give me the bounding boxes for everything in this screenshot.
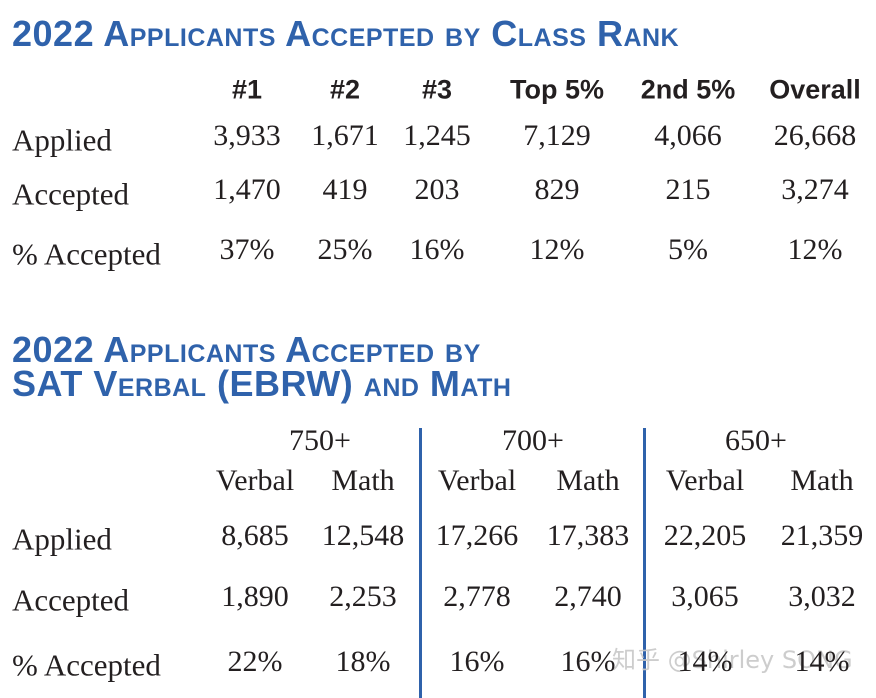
watermark: 知乎 @Shirley SONG [612,646,853,674]
group-header: 650+ [725,424,787,457]
table-title: 2022 Applicants Accepted by [12,329,481,370]
column-header: Math [790,464,854,497]
table-cell: 25% [317,233,373,266]
table-title: 2022 Applicants Accepted by Class Rank [12,13,680,54]
table-cell: 12,548 [321,519,405,552]
table-cell: 419 [322,173,368,206]
column-header: Verbal [665,464,745,497]
table-cell: 1,890 [221,580,289,613]
table-cell: 8,685 [221,519,289,552]
table-cell: 3,065 [671,580,739,613]
table-cell: 1,671 [311,119,379,152]
table-cell: 21,359 [780,519,864,552]
column-header: #1 [231,74,263,105]
table-cell: 215 [665,173,711,206]
column-header: Math [556,464,620,497]
column-header: #2 [329,74,361,105]
table-cell: 17,266 [435,519,519,552]
row-label: % Accepted [12,647,161,683]
column-header: 2nd 5% [640,74,736,105]
table-cell: 16% [409,233,465,266]
table-cell: 37% [219,233,275,266]
table-cell: 22% [227,645,283,678]
table-cell: 5% [668,233,708,266]
row-label: Accepted [12,582,130,618]
column-header: Overall [769,74,861,105]
table-cell: 2,253 [329,580,397,613]
table-cell: 203 [414,173,460,206]
table-cell: 1,245 [403,119,471,152]
table-cell: 829 [534,173,580,206]
table-cell: 2,740 [554,580,622,613]
table-cell: 3,274 [781,173,849,206]
table-cell: 3,933 [213,119,281,152]
group-header: 700+ [502,424,564,457]
column-header: Top 5% [510,74,604,105]
column-divider [643,428,646,698]
table-cell: 14% [677,645,733,678]
row-label: Applied [12,521,112,557]
table-cell: 7,129 [523,119,591,152]
row-label: Accepted [12,176,130,212]
row-label: % Accepted [12,236,161,272]
table-cell: 12% [529,233,585,266]
table-cell: 12% [787,233,843,266]
table-cell: 17,383 [546,519,630,552]
group-header: 750+ [289,424,351,457]
table-cell: 22,205 [663,519,747,552]
table-title: SAT Verbal (EBRW) and Math [12,363,512,404]
column-header: Math [331,464,395,497]
table-cell: 2,778 [443,580,511,613]
table-cell: 3,032 [788,580,856,613]
column-header: Verbal [437,464,517,497]
table-cell: 16% [560,645,616,678]
table-cell: 14% [794,645,850,678]
column-header: Verbal [215,464,295,497]
table-cell: 4,066 [654,119,722,152]
row-label: Applied [12,122,112,158]
column-divider [419,428,422,698]
table-cell: 18% [335,645,391,678]
table-cell: 26,668 [773,119,857,152]
table-cell: 1,470 [213,173,281,206]
table-cell: 16% [449,645,505,678]
column-header: #3 [421,74,453,105]
